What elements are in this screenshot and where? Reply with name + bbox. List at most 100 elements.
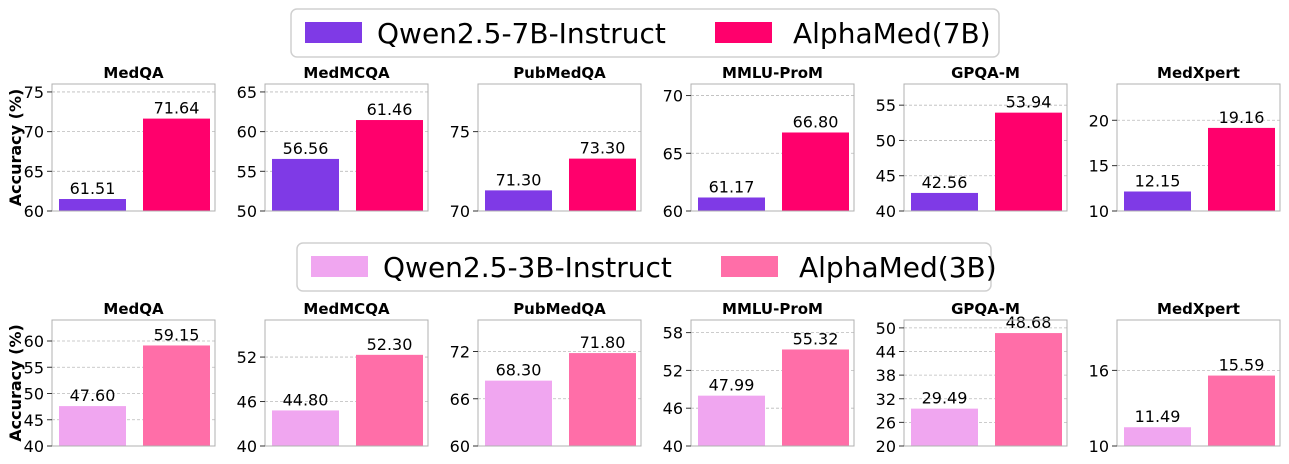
y-tick-label-2-4-3: 58: [663, 324, 683, 343]
y-tick-label-1-2-2: 60: [237, 123, 257, 142]
y-tick-label-1-1-2: 70: [24, 123, 44, 142]
y-tick-label-1-3-0: 70: [450, 202, 470, 221]
y-tick-label-1-1-0: 60: [24, 202, 44, 221]
data-label-2-4-1: 47.99: [709, 376, 755, 395]
y-tick-label-1-5-2: 50: [876, 131, 896, 150]
panel-title-1-5: GPQA-M: [951, 64, 1020, 82]
data-label-2-2-1: 44.80: [283, 390, 329, 409]
data-label-2-2-2: 52.30: [367, 335, 413, 354]
bar-1-2-2: [356, 120, 423, 211]
bar-2-6-1: [1124, 427, 1191, 446]
panel-title-1-6: MedXpert: [1157, 64, 1240, 82]
y-tick-label-2-4-0: 40: [663, 437, 683, 456]
bar-1-5-2: [995, 112, 1062, 211]
legend-box-1: [290, 8, 1000, 58]
legend-box-2: [296, 242, 992, 292]
data-label-2-3-2: 71.80: [580, 333, 626, 352]
data-label-1-3-2: 73.30: [580, 139, 626, 158]
bar-1-3-1: [485, 190, 552, 211]
legend-label-2-1: Qwen2.5-3B-Instruct: [383, 251, 672, 284]
y-tick-label-1-6-1: 15: [1089, 157, 1109, 176]
y-tick-label-2-4-2: 52: [663, 361, 683, 380]
y-tick-label-1-1-1: 65: [24, 162, 44, 181]
data-label-1-2-1: 56.56: [283, 139, 329, 158]
bar-2-4-2: [782, 349, 849, 446]
bar-1-5-1: [911, 192, 978, 211]
y-tick-label-1-5-0: 40: [876, 202, 896, 221]
y-tick-label-2-5-2: 32: [876, 390, 896, 409]
y-tick-label-2-4-1: 46: [663, 399, 683, 418]
bar-1-6-1: [1124, 191, 1191, 211]
panel-frame-1-2: [264, 83, 429, 212]
data-label-1-6-1: 12.15: [1135, 171, 1181, 190]
panel-frame-2-6: [1116, 319, 1281, 447]
y-axis-label-1: Accuracy (%): [6, 89, 25, 207]
y-tick-label-2-2-1: 46: [237, 393, 257, 412]
panel-frame-1-6: [1116, 83, 1281, 212]
y-tick-label-2-1-0: 40: [24, 437, 44, 456]
panel-frame-2-3: [477, 319, 642, 447]
y-tick-label-2-1-1: 45: [24, 411, 44, 430]
legend-label-1-1: Qwen2.5-7B-Instruct: [377, 17, 666, 50]
legend-label-2-2: AlphaMed(3B): [799, 251, 997, 284]
data-label-2-3-1: 68.30: [496, 361, 542, 380]
panel-frame-2-2: [264, 319, 429, 447]
y-tick-label-1-3-1: 75: [450, 123, 470, 142]
panel-title-1-3: PubMedQA: [513, 64, 606, 82]
y-axis-label-2: Accuracy (%): [6, 324, 25, 442]
legend-swatch-2-2: [721, 256, 778, 277]
data-label-1-5-2: 53.94: [1006, 93, 1052, 112]
bar-2-3-2: [569, 353, 636, 446]
y-tick-label-2-2-0: 40: [237, 437, 257, 456]
y-tick-label-1-1-3: 75: [24, 83, 44, 102]
bar-1-1-1: [59, 199, 126, 211]
bar-2-2-2: [356, 354, 423, 446]
bar-1-3-2: [569, 158, 636, 211]
bar-2-1-2: [143, 345, 210, 446]
y-tick-label-2-5-3: 38: [876, 366, 896, 385]
y-tick-label-1-4-2: 70: [663, 87, 683, 106]
y-tick-label-2-5-1: 26: [876, 413, 896, 432]
legend-swatch-2-1: [311, 256, 368, 277]
y-tick-label-1-6-0: 10: [1089, 202, 1109, 221]
legend-label-1-2: AlphaMed(7B): [793, 17, 991, 50]
data-label-2-4-2: 55.32: [793, 329, 839, 348]
data-label-1-1-2: 71.64: [154, 99, 200, 118]
data-label-2-5-1: 29.49: [922, 389, 968, 408]
data-label-1-5-1: 42.56: [922, 173, 968, 192]
panel-title-2-4: MMLU-ProM: [722, 300, 823, 318]
panel-title-2-2: MedMCQA: [303, 300, 390, 318]
panel-title-2-6: MedXpert: [1157, 300, 1240, 318]
bar-2-4-1: [698, 395, 765, 446]
panel-frame-2-4: [690, 319, 855, 447]
bar-2-6-2: [1208, 375, 1275, 446]
panel-title-1-1: MedQA: [103, 64, 164, 82]
data-label-2-5-2: 48.68: [1006, 313, 1052, 332]
y-tick-label-2-5-5: 50: [876, 319, 896, 338]
panel-frame-2-5: [903, 319, 1068, 447]
panel-title-1-2: MedMCQA: [303, 64, 390, 82]
y-tick-label-2-5-4: 44: [876, 343, 896, 362]
panel-frame-1-3: [477, 83, 642, 212]
legend-swatch-1-2: [715, 22, 772, 43]
data-label-1-4-1: 61.17: [709, 177, 755, 196]
y-tick-label-2-3-0: 60: [450, 437, 470, 456]
panel-frame-1-1: [51, 83, 216, 212]
panel-title-2-5: GPQA-M: [951, 300, 1020, 318]
y-tick-label-2-6-0: 10: [1089, 437, 1109, 456]
data-label-2-1-2: 59.15: [154, 325, 200, 344]
y-tick-label-2-1-2: 50: [24, 385, 44, 404]
bar-1-2-1: [272, 158, 339, 211]
y-tick-label-1-2-3: 65: [237, 83, 257, 102]
panel-frame-2-1: [51, 319, 216, 447]
y-tick-label-2-2-2: 52: [237, 348, 257, 367]
y-tick-label-2-1-3: 55: [24, 358, 44, 377]
data-label-1-2-2: 61.46: [367, 100, 413, 119]
bar-2-5-2: [995, 333, 1062, 446]
bar-2-3-1: [485, 380, 552, 446]
bar-2-2-1: [272, 410, 339, 446]
data-label-1-6-2: 19.16: [1219, 108, 1265, 127]
bar-2-1-1: [59, 406, 126, 446]
